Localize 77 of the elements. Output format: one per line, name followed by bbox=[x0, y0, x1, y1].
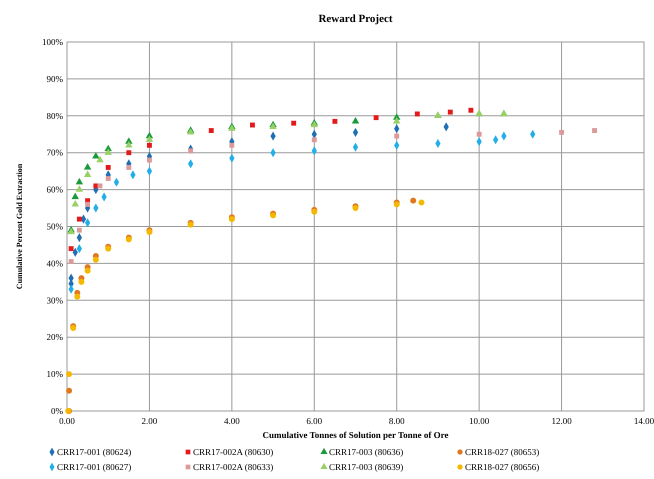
x-tick-label: 8.00 bbox=[388, 416, 406, 426]
point bbox=[394, 134, 400, 139]
point bbox=[106, 176, 111, 181]
y-axis-title: Cumulative Percent Gold Extraction bbox=[15, 163, 24, 290]
point bbox=[476, 132, 482, 137]
y-tick-label: 70% bbox=[46, 148, 64, 158]
point bbox=[76, 178, 84, 184]
legend-label: CRR17-001 (80627) bbox=[57, 462, 132, 472]
point bbox=[96, 156, 104, 162]
y-tick-label: 80% bbox=[46, 110, 64, 121]
point bbox=[92, 152, 100, 159]
point bbox=[84, 268, 91, 274]
x-tick-label: 4.00 bbox=[224, 416, 240, 426]
point bbox=[125, 141, 133, 148]
point bbox=[104, 148, 112, 155]
x-tick-label: 6.00 bbox=[306, 416, 323, 426]
point bbox=[84, 163, 92, 170]
point bbox=[76, 185, 84, 192]
point bbox=[74, 294, 80, 300]
point bbox=[229, 142, 234, 148]
point bbox=[126, 165, 132, 170]
y-tick-label: 30% bbox=[46, 295, 64, 306]
point bbox=[106, 165, 111, 170]
point bbox=[291, 120, 296, 126]
point bbox=[559, 130, 564, 135]
point bbox=[84, 170, 92, 177]
point bbox=[592, 128, 597, 134]
point bbox=[76, 228, 82, 233]
y-tick-label: 90% bbox=[46, 74, 64, 84]
point bbox=[68, 259, 74, 264]
point bbox=[146, 158, 152, 163]
point bbox=[146, 135, 154, 142]
y-tick-label: 20% bbox=[46, 332, 64, 342]
x-tick-label: 14.00 bbox=[634, 416, 654, 426]
point bbox=[448, 110, 453, 115]
point bbox=[85, 202, 90, 207]
chart-title: Reward Project bbox=[318, 13, 393, 25]
point bbox=[250, 122, 255, 128]
point bbox=[414, 112, 420, 116]
legend-label: CRR18-027 (80653) bbox=[465, 447, 540, 457]
y-tick-label: 50% bbox=[46, 222, 64, 232]
point bbox=[352, 117, 360, 124]
y-tick-label: 60% bbox=[46, 184, 64, 195]
point bbox=[72, 192, 79, 200]
x-axis-title: Cumulative Tonnes of Solution per Tonne of Ore bbox=[262, 430, 448, 440]
point bbox=[68, 246, 74, 252]
point bbox=[392, 117, 400, 124]
point bbox=[188, 148, 194, 154]
point bbox=[78, 278, 84, 285]
point bbox=[66, 388, 72, 394]
legend-label: CRR17-001 (80624) bbox=[57, 447, 132, 457]
point bbox=[468, 108, 474, 113]
y-tick-label: 100% bbox=[42, 37, 64, 47]
legend-label: CRR18-027 (80656) bbox=[465, 462, 540, 472]
point bbox=[410, 198, 416, 204]
legend-label: CRR17-003 (80639) bbox=[329, 462, 404, 472]
legend-label: CRR17-003 (80636) bbox=[329, 447, 404, 457]
point bbox=[208, 128, 214, 134]
point bbox=[66, 371, 72, 378]
point bbox=[76, 216, 82, 222]
x-tick-label: 2.00 bbox=[142, 416, 158, 426]
y-tick-label: 40% bbox=[46, 258, 64, 268]
point bbox=[98, 183, 102, 188]
point bbox=[126, 150, 132, 156]
x-tick-label: 12.00 bbox=[551, 416, 572, 426]
point bbox=[92, 256, 99, 263]
point bbox=[146, 142, 152, 148]
point bbox=[72, 200, 79, 207]
point bbox=[332, 118, 338, 124]
legend-label: CRR17-002A (80633) bbox=[193, 462, 274, 472]
y-tick-label: 0% bbox=[51, 406, 64, 416]
y-tick-label: 10% bbox=[46, 369, 64, 380]
legend-label: CRR17-002A (80630) bbox=[193, 447, 274, 457]
x-tick-label: 10.00 bbox=[469, 416, 490, 426]
point bbox=[418, 200, 424, 206]
point bbox=[374, 115, 379, 120]
x-tick-label: 0.00 bbox=[59, 416, 76, 426]
